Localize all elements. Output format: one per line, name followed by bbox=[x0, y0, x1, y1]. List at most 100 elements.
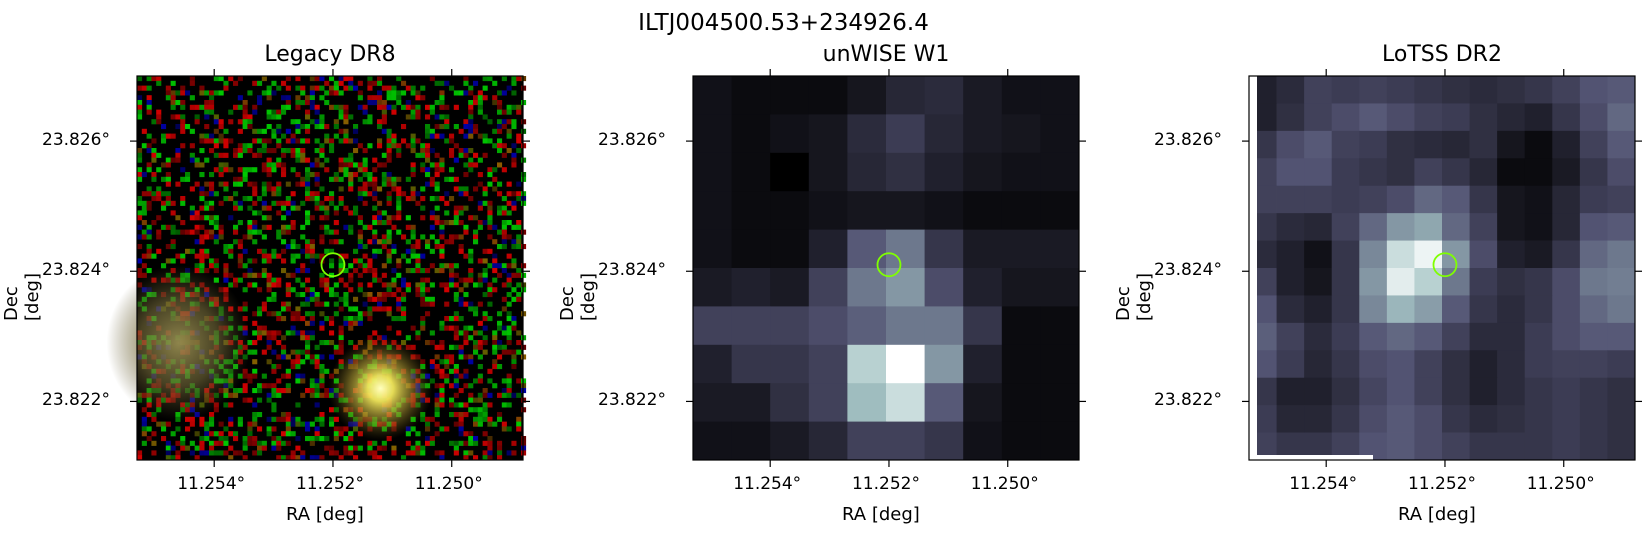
pixel-cell bbox=[847, 344, 887, 384]
pixel-cell bbox=[1497, 268, 1526, 296]
pixel-cell bbox=[731, 421, 771, 461]
pixel-cell bbox=[1386, 295, 1415, 324]
pixel-cell bbox=[1331, 185, 1360, 214]
pixel-cell bbox=[770, 229, 810, 269]
pixel-cell bbox=[1331, 295, 1360, 324]
x-tick-label: 11.254° bbox=[733, 474, 802, 494]
pixel-cell bbox=[1331, 213, 1360, 241]
pixel-cell bbox=[886, 268, 925, 307]
pixel-cell bbox=[693, 306, 732, 346]
pixel-cell bbox=[1442, 213, 1470, 241]
panel-title-unwise: unWISE W1 bbox=[822, 42, 950, 67]
pixel-cell bbox=[1304, 350, 1333, 379]
pixel-cell bbox=[731, 152, 771, 192]
pixel-cell bbox=[1359, 268, 1388, 296]
pixel-cell bbox=[924, 152, 964, 192]
pixel-cell bbox=[1524, 350, 1553, 379]
pixel-cell bbox=[1414, 130, 1443, 159]
pixel-cell bbox=[770, 191, 810, 230]
pixel-cell bbox=[1386, 268, 1415, 296]
pixel-cell bbox=[1469, 103, 1498, 132]
y-tick-label: 23.824° bbox=[42, 260, 110, 281]
pixel-cell bbox=[1607, 350, 1636, 379]
pixel-cell bbox=[770, 344, 810, 384]
pixel-cell bbox=[808, 383, 848, 422]
pixel-cell bbox=[1359, 350, 1388, 379]
pixel-cell bbox=[1607, 130, 1636, 159]
y-tick-label: 23.824° bbox=[598, 260, 666, 281]
pixel-cell bbox=[1552, 295, 1581, 324]
pixel-cell bbox=[1040, 152, 1080, 192]
pixel-cell bbox=[1579, 130, 1608, 159]
pixel-cell bbox=[847, 114, 887, 154]
image-pixels bbox=[1249, 76, 1636, 461]
pixel-cell bbox=[924, 306, 964, 346]
noise-pixels bbox=[137, 76, 527, 461]
pixel-cell bbox=[886, 344, 925, 384]
pixel-cell bbox=[1607, 268, 1636, 296]
pixel-cell bbox=[886, 421, 925, 461]
pixel-cell bbox=[1524, 268, 1553, 296]
pixel-cell bbox=[1524, 405, 1553, 433]
pixel-cell bbox=[886, 191, 925, 230]
pixel-cell bbox=[1414, 405, 1443, 433]
pixel-cell bbox=[1524, 295, 1553, 324]
x-axis-label-lotss: RA [deg] bbox=[1398, 504, 1476, 525]
legacy-image-panel bbox=[106, 69, 530, 467]
y-tick-label: 23.824° bbox=[1154, 260, 1222, 281]
pixel-cell bbox=[1607, 213, 1636, 241]
pixel-cell bbox=[963, 191, 1003, 230]
pixel-cell bbox=[1442, 76, 1470, 104]
pixel-cell bbox=[1001, 76, 1041, 115]
pixel-cell bbox=[1579, 377, 1608, 406]
pixel-cell bbox=[1040, 344, 1080, 384]
pixel-cell bbox=[1386, 103, 1415, 132]
pixel-cell bbox=[693, 421, 732, 461]
pixel-cell bbox=[1001, 268, 1041, 307]
pixel-cell bbox=[1442, 130, 1470, 159]
y-tick-label: 23.822° bbox=[42, 390, 110, 411]
pixel-cell bbox=[1607, 322, 1636, 351]
pixel-cell bbox=[770, 152, 810, 192]
pixel-cell bbox=[1331, 350, 1360, 379]
pixel-cell bbox=[1276, 377, 1305, 406]
pixel-cell bbox=[1386, 240, 1415, 269]
pixel-cell bbox=[1386, 432, 1415, 461]
pixel-cell bbox=[963, 383, 1003, 422]
pixel-cell bbox=[1607, 158, 1636, 187]
unwise-image-panel bbox=[686, 69, 1086, 467]
pixel-cell bbox=[1442, 158, 1470, 187]
pixel-cell bbox=[1040, 306, 1080, 346]
pixel-cell bbox=[1552, 268, 1581, 296]
pixel-cell bbox=[808, 76, 848, 115]
pixel-cell bbox=[770, 114, 810, 154]
pixel-cell bbox=[1001, 114, 1041, 154]
pixel-cell bbox=[1304, 76, 1333, 104]
pixel-cell bbox=[1359, 295, 1388, 324]
pixel-cell bbox=[1469, 322, 1498, 351]
pixel-cell bbox=[1386, 158, 1415, 187]
pixel-cell bbox=[1442, 103, 1470, 132]
pixel-cell bbox=[808, 344, 848, 384]
pixel-cell bbox=[1414, 322, 1443, 351]
pixel-cell bbox=[1414, 432, 1443, 461]
pixel-cell bbox=[1386, 130, 1415, 159]
y-tick-label: 23.826° bbox=[42, 130, 110, 151]
pixel-cell bbox=[1331, 240, 1360, 269]
pixel-cell bbox=[1607, 377, 1636, 406]
pixel-cell bbox=[924, 268, 964, 307]
pixel-cell bbox=[847, 229, 887, 269]
pixel-cell bbox=[1304, 268, 1333, 296]
pixel-cell bbox=[1304, 240, 1333, 269]
pixel-cell bbox=[693, 344, 732, 384]
pixel-cell bbox=[1359, 130, 1388, 159]
pixel-cell bbox=[1469, 76, 1498, 104]
pixel-cell bbox=[924, 344, 964, 384]
pixel-cell bbox=[1442, 322, 1470, 351]
source-marker-circle bbox=[320, 252, 346, 278]
image-pixels bbox=[693, 76, 1080, 461]
pixel-cell bbox=[1442, 350, 1470, 379]
pixel-cell bbox=[1276, 185, 1305, 214]
pixel-cell bbox=[963, 76, 1003, 115]
pixel-cell bbox=[1497, 350, 1526, 379]
